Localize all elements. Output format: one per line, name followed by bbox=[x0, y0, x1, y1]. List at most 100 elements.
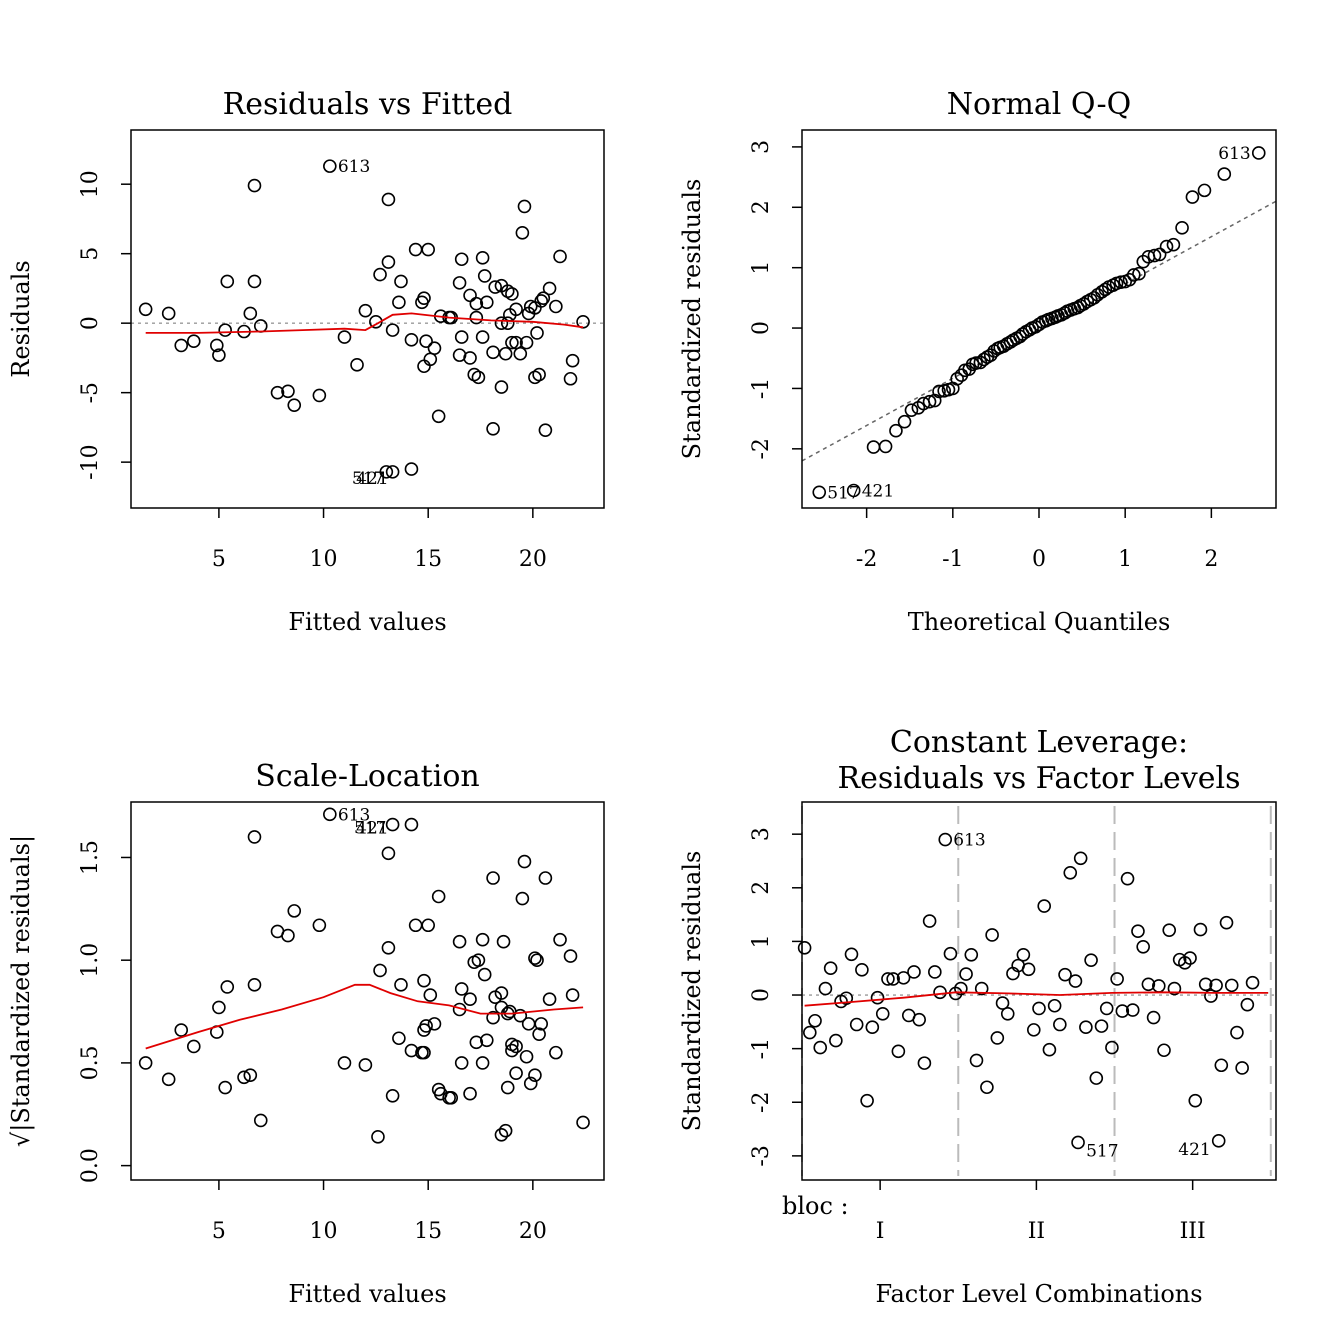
data-point bbox=[381, 846, 396, 861]
data-point bbox=[475, 1056, 490, 1070]
data-point bbox=[896, 971, 911, 985]
data-point bbox=[1095, 285, 1109, 299]
data-point bbox=[1073, 851, 1088, 866]
data-point bbox=[532, 367, 546, 382]
data-point bbox=[553, 932, 567, 947]
data-point bbox=[419, 334, 433, 349]
data-point bbox=[964, 948, 979, 962]
data-point bbox=[565, 353, 580, 368]
panel-lev: Constant Leverage:Residuals vs Factor Le… bbox=[678, 725, 1277, 1308]
data-point bbox=[486, 871, 500, 885]
data-point bbox=[553, 249, 567, 264]
data-point bbox=[1245, 975, 1260, 990]
data-point bbox=[404, 1043, 419, 1058]
data-point bbox=[1037, 899, 1052, 913]
data-point bbox=[1224, 978, 1239, 993]
data-point bbox=[452, 934, 467, 949]
plot-frame bbox=[130, 801, 605, 1181]
y-tick-label: 1 bbox=[749, 934, 774, 948]
data-point bbox=[385, 323, 400, 337]
data-point bbox=[500, 316, 515, 330]
y-axis-label: Standardized residuals bbox=[678, 179, 706, 460]
data-point bbox=[576, 314, 590, 329]
data-point bbox=[1098, 282, 1113, 297]
data-point bbox=[1167, 981, 1182, 996]
data-point bbox=[933, 985, 947, 1000]
data-point bbox=[521, 1017, 536, 1031]
y-tick-label: 0.5 bbox=[78, 1045, 103, 1080]
data-point bbox=[421, 918, 435, 933]
data-point bbox=[463, 992, 477, 1007]
data-point bbox=[247, 274, 262, 289]
data-point bbox=[904, 403, 919, 417]
data-point bbox=[985, 928, 999, 942]
point-label: 517 bbox=[354, 819, 386, 839]
y-tick-label: 0.0 bbox=[78, 1148, 103, 1183]
data-point bbox=[538, 871, 553, 885]
data-point bbox=[312, 918, 327, 933]
data-point bbox=[846, 483, 861, 498]
data-point bbox=[243, 306, 258, 321]
data-point bbox=[1214, 1058, 1229, 1073]
data-point bbox=[515, 891, 530, 906]
data-point bbox=[471, 370, 486, 385]
y-tick-label: -3 bbox=[749, 1145, 774, 1166]
y-tick-label: -1 bbox=[749, 378, 774, 399]
data-point bbox=[505, 287, 519, 301]
data-point bbox=[969, 356, 983, 370]
data-point bbox=[423, 988, 438, 1002]
data-point bbox=[494, 986, 509, 1000]
chart-title: Residuals vs Fitted bbox=[223, 87, 513, 122]
data-point bbox=[823, 961, 838, 976]
data-point bbox=[565, 988, 580, 1002]
data-point bbox=[1146, 1010, 1161, 1025]
x-tick-label: 0 bbox=[1032, 547, 1046, 572]
data-point bbox=[829, 1033, 843, 1048]
data-point bbox=[1188, 1093, 1203, 1108]
y-tick-label: 1 bbox=[749, 261, 774, 275]
data-point bbox=[247, 178, 262, 193]
data-point bbox=[912, 1012, 926, 1027]
data-point bbox=[417, 359, 431, 374]
data-point bbox=[1147, 248, 1162, 263]
data-point bbox=[1157, 1043, 1171, 1058]
point-label: 613 bbox=[338, 805, 370, 825]
data-point bbox=[1099, 1001, 1114, 1016]
data-point bbox=[1079, 1020, 1093, 1034]
data-point bbox=[381, 192, 396, 207]
data-point bbox=[534, 1017, 549, 1031]
data-point bbox=[549, 1045, 563, 1060]
panel-rvf: Residuals vs Fitted Fitted values Residual… bbox=[7, 87, 605, 636]
data-point bbox=[394, 274, 408, 289]
y-tick-label: 1.5 bbox=[78, 840, 103, 875]
data-point bbox=[513, 346, 528, 361]
x-tick-label: 1 bbox=[1118, 547, 1132, 572]
data-point bbox=[977, 352, 991, 367]
x-tick-label: 10 bbox=[310, 547, 338, 572]
y-tick-label: 0 bbox=[78, 316, 103, 330]
data-point bbox=[1026, 1023, 1041, 1037]
data-point bbox=[419, 1019, 433, 1033]
data-point bbox=[1115, 1004, 1130, 1018]
data-point bbox=[1136, 939, 1150, 954]
data-point bbox=[494, 1128, 509, 1142]
data-point bbox=[542, 992, 557, 1007]
y-tick-label: -1 bbox=[749, 1038, 774, 1059]
data-point bbox=[839, 991, 854, 1006]
data-point bbox=[1028, 320, 1043, 334]
data-point bbox=[943, 946, 958, 961]
data-point bbox=[500, 1080, 515, 1095]
data-point bbox=[513, 1008, 528, 1023]
data-point bbox=[281, 384, 295, 399]
smooth-line bbox=[804, 991, 1269, 1007]
x-tick-label: 5 bbox=[212, 1219, 226, 1244]
data-point bbox=[479, 295, 494, 310]
data-point bbox=[218, 1080, 232, 1095]
data-point bbox=[431, 409, 446, 424]
data-point bbox=[534, 294, 549, 308]
data-point bbox=[373, 963, 387, 978]
data-point bbox=[1015, 327, 1030, 341]
plot-frame bbox=[801, 801, 1277, 1181]
data-point bbox=[454, 982, 469, 996]
data-point bbox=[1193, 922, 1208, 937]
